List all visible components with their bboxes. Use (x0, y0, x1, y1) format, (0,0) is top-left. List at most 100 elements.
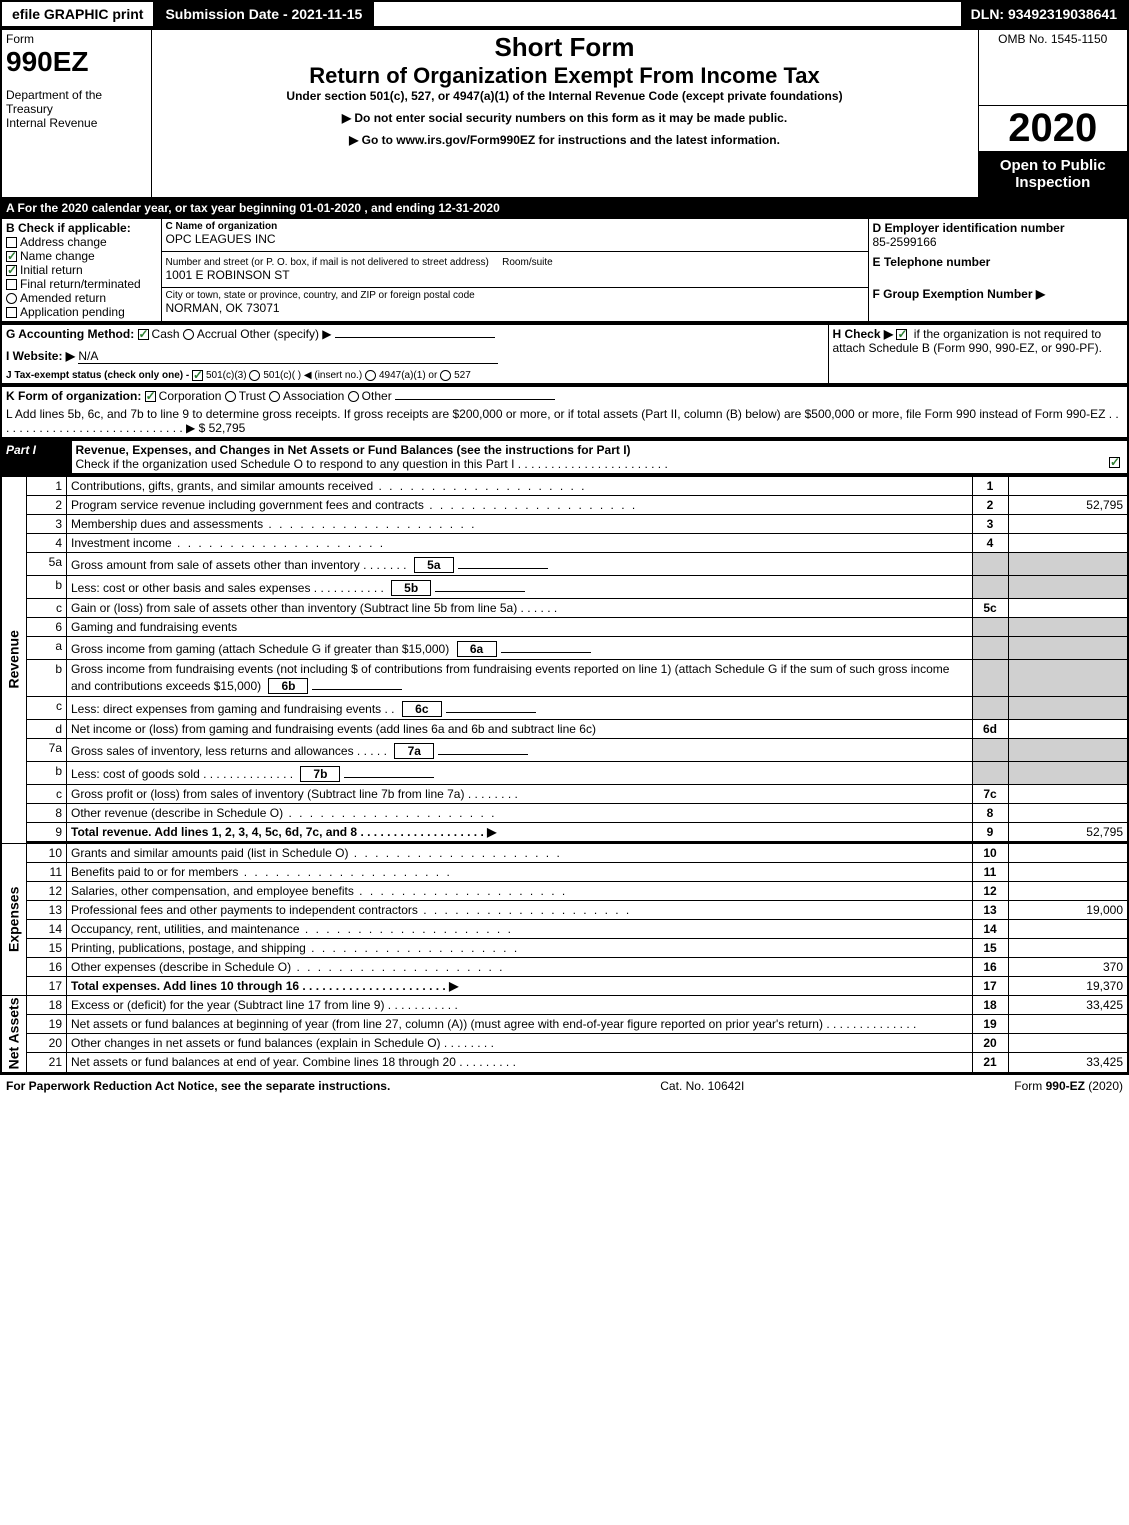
line-num: 7a (27, 738, 67, 761)
line-text: Net income or (loss) from gaming and fun… (67, 719, 973, 738)
line-box: 5c (972, 598, 1008, 617)
line-amount: 52,795 (1008, 495, 1128, 514)
line-amount (1008, 1034, 1128, 1053)
period-line: A For the 2020 calendar year, or tax yea… (0, 199, 1129, 217)
line-text: Gross amount from sale of assets other t… (67, 552, 973, 575)
ein-value: 85-2599166 (873, 235, 1124, 249)
schedule-o-checkbox[interactable] (1109, 457, 1120, 468)
line-num: 11 (27, 862, 67, 881)
line-text: Net assets or fund balances at beginning… (67, 1014, 973, 1033)
dept-treasury: Department of the Treasury Internal Reve… (6, 88, 147, 130)
app-pending-checkbox[interactable]: Application pending (6, 305, 157, 319)
line-box: 20 (972, 1034, 1008, 1053)
line-box: 11 (972, 862, 1008, 881)
name-change-checkbox[interactable]: Name change (6, 249, 157, 263)
line-num: 15 (27, 938, 67, 957)
line-num: 16 (27, 957, 67, 976)
line-amount (1008, 862, 1128, 881)
line-num: b (27, 761, 67, 784)
line-amount: 33,425 (1008, 995, 1128, 1014)
box-g-label: G Accounting Method: (6, 327, 134, 341)
corp-checkbox[interactable]: Corporation (145, 389, 222, 403)
efile-print-button[interactable]: efile GRAPHIC print (2, 2, 155, 26)
form-word: Form (6, 32, 147, 46)
line-box (972, 617, 1008, 636)
go-to-link[interactable]: ▶ Go to www.irs.gov/Form990EZ for instru… (156, 129, 974, 151)
527-checkbox[interactable]: 527 (440, 370, 471, 381)
line-amount (1008, 1014, 1128, 1033)
accrual-checkbox[interactable]: Accrual (183, 327, 237, 341)
final-return-checkbox[interactable]: Final return/terminated (6, 277, 157, 291)
line-amount (1008, 552, 1128, 575)
return-title: Return of Organization Exempt From Incom… (156, 63, 974, 89)
line-text: Program service revenue including govern… (67, 495, 973, 514)
box-c-label: C Name of organization (166, 221, 864, 232)
line-num: 8 (27, 803, 67, 822)
line-text: Gain or (loss) from sale of assets other… (67, 598, 973, 617)
line-num: a (27, 636, 67, 659)
line-text: Grants and similar amounts paid (list in… (67, 843, 973, 862)
short-form-title: Short Form (156, 32, 974, 63)
initial-return-checkbox[interactable]: Initial return (6, 263, 157, 277)
line-box (972, 659, 1008, 696)
line-box: 9 (972, 822, 1008, 841)
schedule-b-checkbox[interactable] (896, 329, 907, 340)
line-text: Excess or (deficit) for the year (Subtra… (67, 995, 973, 1014)
line-box: 6d (972, 719, 1008, 738)
city-label: City or town, state or province, country… (166, 290, 864, 301)
page-footer: For Paperwork Reduction Act Notice, see … (0, 1074, 1129, 1097)
line-amount (1008, 938, 1128, 957)
501c3-checkbox[interactable]: 501(c)(3) (192, 370, 247, 381)
line-num: 12 (27, 881, 67, 900)
line-box (972, 552, 1008, 575)
box-k-label: K Form of organization: (6, 389, 141, 403)
expenses-side-label: Expenses (1, 843, 27, 995)
line-amount (1008, 598, 1128, 617)
line-amount (1008, 738, 1128, 761)
city-value: NORMAN, OK 73071 (166, 301, 864, 315)
line-text: Gross sales of inventory, less returns a… (67, 738, 973, 761)
line-amount (1008, 719, 1128, 738)
gross-receipts-value: 52,795 (209, 421, 246, 435)
line-text: Gross income from gaming (attach Schedul… (67, 636, 973, 659)
line-box: 3 (972, 514, 1008, 533)
501c-checkbox[interactable]: 501(c)( ) ◀ (insert no.) (249, 370, 362, 381)
cash-checkbox[interactable]: Cash (138, 327, 180, 341)
omb-number: OMB No. 1545-1150 (983, 32, 1124, 46)
line-num: 9 (27, 822, 67, 841)
line-box: 12 (972, 881, 1008, 900)
line-text: Occupancy, rent, utilities, and maintena… (67, 919, 973, 938)
assoc-checkbox[interactable]: Association (269, 389, 344, 403)
line-amount: 33,425 (1008, 1053, 1128, 1073)
room-label: Room/suite (502, 257, 553, 268)
line-amount (1008, 696, 1128, 719)
other-method[interactable]: Other (specify) ▶ (240, 327, 331, 341)
line-box: 7c (972, 784, 1008, 803)
line-box: 16 (972, 957, 1008, 976)
line-amount (1008, 881, 1128, 900)
4947-checkbox[interactable]: 4947(a)(1) or (365, 370, 437, 381)
line-box: 21 (972, 1053, 1008, 1073)
line-text: Printing, publications, postage, and shi… (67, 938, 973, 957)
line-box (972, 761, 1008, 784)
top-bar: efile GRAPHIC print Submission Date - 20… (0, 0, 1129, 28)
revenue-side-label: Revenue (1, 476, 27, 844)
line-text: Total expenses. Add lines 10 through 16 … (67, 976, 973, 995)
line-text: Less: cost of goods sold . . . . . . . .… (67, 761, 973, 784)
trust-checkbox[interactable]: Trust (225, 389, 266, 403)
line-amount (1008, 636, 1128, 659)
line-text: Total revenue. Add lines 1, 2, 3, 4, 5c,… (67, 822, 973, 841)
line-num: 5a (27, 552, 67, 575)
amended-return-checkbox[interactable]: Amended return (6, 291, 157, 305)
g-h-table: G Accounting Method: Cash Accrual Other … (0, 323, 1129, 385)
line-text: Contributions, gifts, grants, and simila… (67, 476, 973, 496)
box-e-label: E Telephone number (873, 255, 1124, 269)
form-number: 990EZ (6, 46, 147, 78)
line-amount (1008, 514, 1128, 533)
k-l-table: K Form of organization: Corporation Trus… (0, 385, 1129, 439)
other-org-checkbox[interactable]: Other (348, 389, 392, 403)
line-amount (1008, 803, 1128, 822)
submission-date-badge: Submission Date - 2021-11-15 (155, 2, 374, 26)
address-change-checkbox[interactable]: Address change (6, 235, 157, 249)
line-num: 21 (27, 1053, 67, 1073)
